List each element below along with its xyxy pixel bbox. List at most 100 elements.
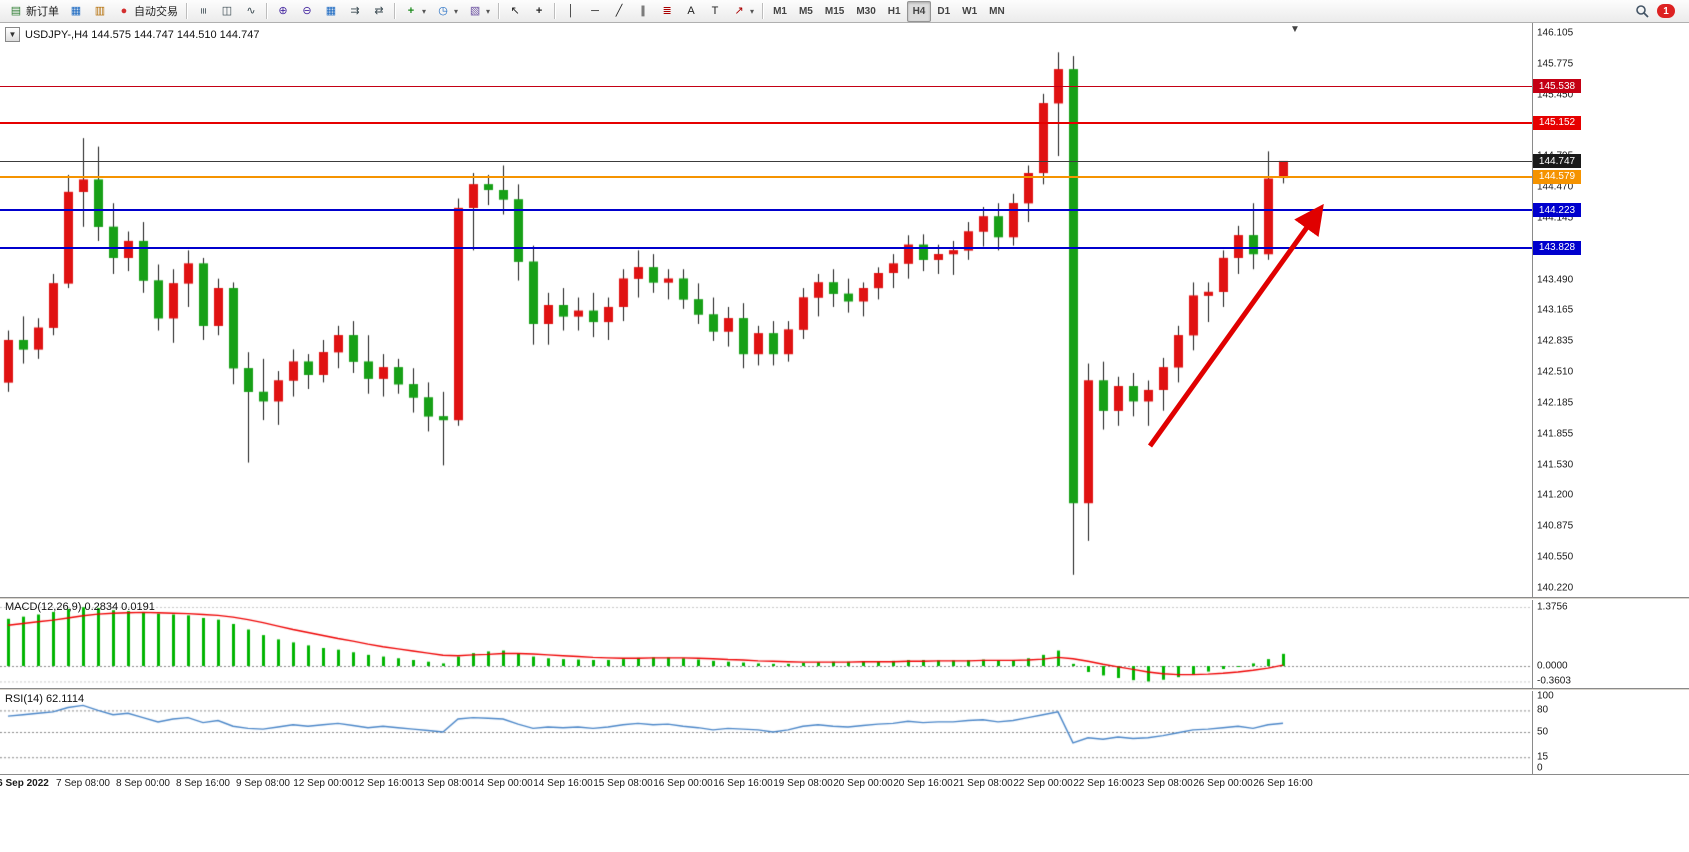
cursor-button[interactable]: ↖ xyxy=(503,1,527,22)
channel-button[interactable]: ∥ xyxy=(631,1,655,22)
zoom-out-button[interactable]: ⊖ xyxy=(295,1,319,22)
line-icon: ∿ xyxy=(246,5,256,17)
time-axis-label: 16 Sep 00:00 xyxy=(653,778,713,789)
level-line-144579-price-badge: 144.579 xyxy=(1533,169,1581,184)
time-axis-border xyxy=(0,774,1689,775)
vertical-line-button[interactable]: │ xyxy=(559,1,583,22)
line-chart-button[interactable]: ∿ xyxy=(239,1,263,22)
search-icon[interactable] xyxy=(1635,4,1649,18)
order-icon: ▤ xyxy=(10,5,22,17)
time-axis-label: 14 Sep 16:00 xyxy=(533,778,593,789)
template-icon: ▧ xyxy=(469,5,481,17)
price-axis-label: 144.470 xyxy=(1537,181,1574,193)
rsi-axis-label: 50 xyxy=(1537,726,1549,738)
price-axis-label: 140.550 xyxy=(1537,551,1574,563)
timeframe-w1-button[interactable]: W1 xyxy=(962,5,978,17)
profiles-button[interactable]: ▥ xyxy=(88,1,112,22)
time-axis-label: 21 Sep 08:00 xyxy=(953,778,1013,789)
text-button[interactable]: A xyxy=(679,1,703,22)
autoscroll-icon: ⇉ xyxy=(350,5,360,17)
auto-scroll-button[interactable]: ⇉ xyxy=(343,1,367,22)
panel-divider-main-macd[interactable] xyxy=(0,597,1689,600)
time-axis-label: 23 Sep 08:00 xyxy=(1133,778,1193,789)
chart-shift-marker-icon[interactable]: ▼ xyxy=(1290,24,1300,35)
time-axis-label: 20 Sep 00:00 xyxy=(833,778,893,789)
crosshair-button[interactable]: + xyxy=(527,1,551,22)
chart-window-icon: ▦ xyxy=(70,5,82,17)
one-click-trading-toggle[interactable]: ▼ xyxy=(5,27,20,42)
auto-trading-button-label: 自动交易 xyxy=(134,6,178,18)
candlestick-button[interactable]: ◫ xyxy=(215,1,239,22)
macd-axis-label: 1.3756 xyxy=(1537,601,1568,613)
chart-title: ▼ USDJPY-,H4 144.575 144.747 144.510 144… xyxy=(5,27,259,42)
bar-chart-button[interactable]: ≡ xyxy=(191,1,215,22)
support-line-143828-price-badge: 143.828 xyxy=(1533,240,1581,255)
support-line-143828[interactable] xyxy=(0,246,1532,249)
fibonacci-button[interactable]: ≣ xyxy=(655,1,679,22)
macd-axis-label: 0.0000 xyxy=(1537,660,1568,672)
resistance-line-145152[interactable] xyxy=(0,122,1532,124)
indicator-plus-icon: + xyxy=(407,5,415,17)
chart-shift-button[interactable]: ⇄ xyxy=(367,1,391,22)
price-axis-label: 143.490 xyxy=(1537,274,1574,286)
text-t-icon: T xyxy=(711,5,719,17)
level-line-144579[interactable] xyxy=(0,175,1532,178)
autotrade-icon: ● xyxy=(120,5,128,17)
profiles-icon: ▥ xyxy=(94,5,106,17)
new-order-button-label: 新订单 xyxy=(26,6,59,18)
resistance-line-145152-price-badge: 145.152 xyxy=(1533,115,1581,130)
templates-dropdown[interactable]: ▧ ▾ xyxy=(463,1,495,22)
price-axis-label: 146.105 xyxy=(1537,27,1574,39)
text-a-icon: A xyxy=(687,5,695,17)
new-chart-button[interactable]: ▦ xyxy=(64,1,88,22)
price-axis-label: 142.510 xyxy=(1537,366,1574,378)
periods-dropdown[interactable]: ◷ ▾ xyxy=(431,1,463,22)
fibonacci-icon: ≣ xyxy=(662,5,672,17)
toolbar-separator xyxy=(762,3,765,19)
zoom-in-button[interactable]: ⊕ xyxy=(271,1,295,22)
horizontal-line-button[interactable]: ─ xyxy=(583,1,607,22)
trendline-button[interactable]: ╱ xyxy=(607,1,631,22)
notification-badge[interactable]: 1 xyxy=(1657,4,1675,18)
support-line-144223-price-badge: 144.223 xyxy=(1533,203,1581,218)
indicators-dropdown[interactable]: + ▾ xyxy=(399,1,431,22)
timeframe-m15-button[interactable]: M15 xyxy=(824,5,845,17)
timeframe-h1-button[interactable]: H1 xyxy=(887,5,901,17)
price-axis-label: 141.200 xyxy=(1537,489,1574,501)
arrows-dropdown[interactable]: ↗ ▾ xyxy=(727,1,759,22)
new-order-button[interactable]: ▤ 新订单 xyxy=(4,1,64,22)
panel-divider-macd-rsi[interactable] xyxy=(0,688,1689,691)
price-axis-label: 142.185 xyxy=(1537,397,1574,409)
support-line-144223[interactable] xyxy=(0,209,1532,212)
auto-trading-button[interactable]: ● 自动交易 xyxy=(112,1,183,22)
resistance-line-145538-price-badge: 145.538 xyxy=(1533,79,1581,94)
timeframe-mn-button[interactable]: MN xyxy=(989,5,1005,17)
resistance-line-145538[interactable] xyxy=(0,85,1532,88)
zoom-out-icon: ⊖ xyxy=(302,5,312,17)
tile-windows-button[interactable]: ▦ xyxy=(319,1,343,22)
macd-indicator-label: MACD(12,26,9) 0.2834 0.0191 xyxy=(5,601,155,613)
timeframe-m30-button[interactable]: M30 xyxy=(856,5,876,17)
chevron-down-icon: ▾ xyxy=(486,6,491,16)
price-axis-label: 140.220 xyxy=(1537,582,1574,594)
current-price-line[interactable] xyxy=(0,160,1532,162)
price-axis-label: 141.855 xyxy=(1537,428,1574,440)
time-axis-label: 7 Sep 08:00 xyxy=(56,778,110,789)
timeframe-d1-button[interactable]: D1 xyxy=(937,5,951,17)
label-button[interactable]: T xyxy=(703,1,727,22)
rsi-axis-label: 0 xyxy=(1537,762,1543,774)
time-axis-label: 20 Sep 16:00 xyxy=(893,778,953,789)
timeframe-m5-button[interactable]: M5 xyxy=(798,5,813,17)
time-axis-label: 15 Sep 08:00 xyxy=(593,778,653,789)
chevron-down-icon: ▾ xyxy=(422,6,427,16)
shift-icon: ⇄ xyxy=(374,5,384,17)
toolbar: ▤ 新订单 ▦ ▥ ● 自动交易 ≡ ◫ ∿ ⊕ ⊖ ▦ ⇉ ⇄ + ▾ ◷ ▾ ▧ ▾ ↖ + │ ─ ╱ ∥ ≣ A T ↗ ▾ M1 M5… xyxy=(0,0,1689,23)
time-axis-label: 14 Sep 00:00 xyxy=(473,778,533,789)
price-axis-label: 142.835 xyxy=(1537,335,1574,347)
time-axis-label: 26 Sep 00:00 xyxy=(1193,778,1253,789)
timeframe-m1-button[interactable]: M1 xyxy=(773,5,787,17)
bars-icon: ≡ xyxy=(197,7,209,15)
tile-icon: ▦ xyxy=(325,5,337,17)
timeframe-h4-button[interactable]: H4 xyxy=(906,0,932,22)
